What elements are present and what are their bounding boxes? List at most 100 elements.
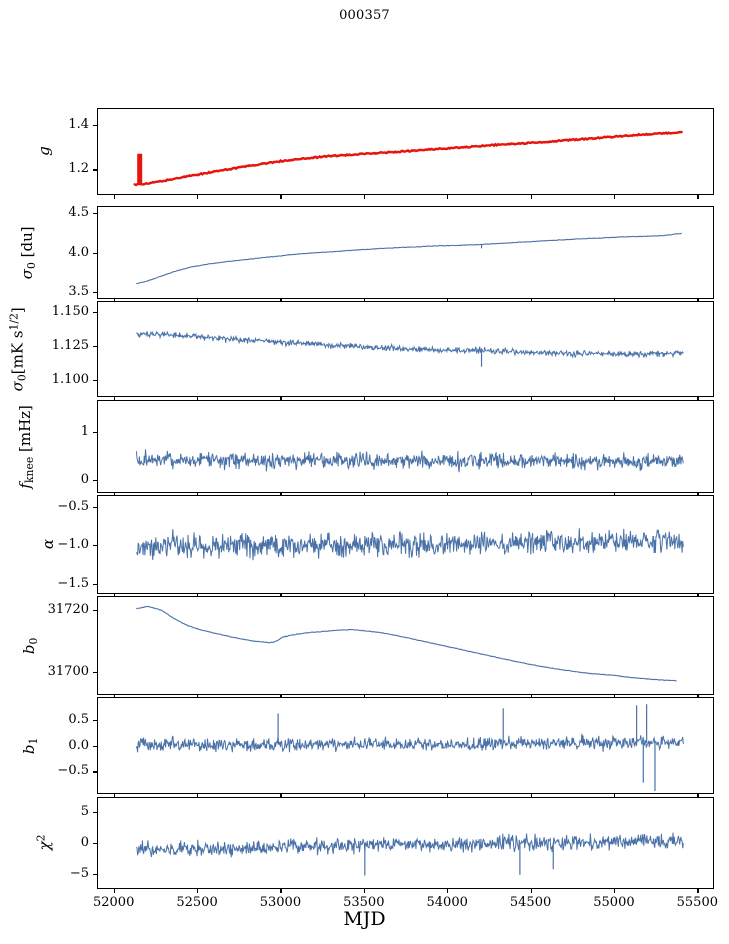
y-tick-mark bbox=[93, 609, 97, 611]
y-tick-mark bbox=[93, 169, 97, 171]
y-tick-mark bbox=[93, 719, 97, 721]
y-tick-mark bbox=[93, 506, 97, 508]
y-tick-mark bbox=[93, 311, 97, 313]
y-tick-mark bbox=[93, 252, 97, 254]
x-tick-label: 54500 bbox=[509, 895, 552, 910]
x-tick-mark bbox=[697, 195, 699, 199]
y-tick-label: −1.5 bbox=[57, 575, 89, 591]
x-axis-label: MJD bbox=[343, 908, 386, 930]
plot-panel-b-0 bbox=[97, 596, 714, 695]
x-tick-mark bbox=[613, 397, 616, 401]
x-tick-mark bbox=[280, 794, 282, 798]
x-tick-mark bbox=[530, 889, 532, 893]
series-b0 bbox=[136, 605, 677, 682]
x-tick-mark bbox=[447, 794, 449, 798]
x-tick-mark bbox=[613, 889, 616, 893]
x-tick-mark bbox=[363, 889, 365, 893]
y-axis-label: χ2 bbox=[34, 834, 54, 851]
y-axis-label: α bbox=[39, 538, 57, 549]
plot-panel-b-1 bbox=[97, 697, 714, 794]
x-tick-mark bbox=[113, 397, 115, 401]
y-tick-mark bbox=[93, 811, 97, 813]
x-tick-mark bbox=[280, 397, 282, 401]
x-tick-mark bbox=[113, 794, 115, 798]
x-tick-mark bbox=[197, 195, 199, 199]
y-axis-label: fknee [mHz] bbox=[16, 404, 36, 489]
x-tick-label: 53000 bbox=[259, 895, 302, 910]
x-tick-label: 54000 bbox=[426, 895, 468, 910]
x-tick-label: 52000 bbox=[92, 895, 135, 910]
x-tick-label: 53500 bbox=[343, 895, 385, 910]
x-tick-mark bbox=[447, 397, 449, 401]
y-tick-label: 1.150 bbox=[51, 303, 89, 319]
x-tick-mark bbox=[530, 397, 532, 401]
panel-plot-area bbox=[136, 605, 677, 682]
y-tick-mark bbox=[93, 432, 97, 434]
x-tick-mark bbox=[447, 195, 449, 199]
y-tick-label: 1.100 bbox=[51, 371, 89, 387]
y-tick-label: −5 bbox=[69, 866, 89, 882]
x-tick-mark bbox=[530, 195, 532, 199]
y-tick-label: 3.5 bbox=[68, 283, 89, 299]
y-tick-label: 4.0 bbox=[68, 244, 89, 260]
x-tick-mark bbox=[447, 889, 449, 893]
panel-plot-area bbox=[136, 232, 682, 285]
series-g-fit-line bbox=[134, 131, 682, 186]
series-sigma0-du bbox=[136, 232, 682, 285]
y-tick-mark bbox=[93, 345, 97, 347]
x-tick-mark bbox=[363, 397, 365, 401]
y-tick-label: 0.5 bbox=[68, 711, 89, 727]
series-g-data-points bbox=[133, 130, 683, 187]
y-tick-mark bbox=[93, 545, 97, 547]
y-tick-label: 4.5 bbox=[68, 205, 89, 221]
y-tick-mark bbox=[93, 672, 97, 674]
x-tick-mark bbox=[613, 195, 616, 199]
panel-plot-area bbox=[135, 528, 684, 561]
y-tick-mark bbox=[93, 480, 97, 482]
x-tick-mark bbox=[363, 195, 365, 199]
plot-panel-chi-2 bbox=[97, 797, 714, 889]
x-tick-mark bbox=[113, 889, 115, 893]
y-tick-label: 1.4 bbox=[68, 116, 89, 132]
plot-panel-g bbox=[97, 108, 714, 195]
y-tick-label: 31700 bbox=[47, 664, 89, 680]
x-tick-mark bbox=[197, 397, 199, 401]
x-tick-mark bbox=[363, 794, 365, 798]
x-tick-label: 55500 bbox=[676, 895, 718, 910]
y-tick-label: 31720 bbox=[47, 601, 89, 617]
y-tick-mark bbox=[93, 745, 97, 747]
x-tick-mark bbox=[613, 794, 616, 798]
panel-plot-area bbox=[135, 832, 684, 876]
y-tick-label: −1.0 bbox=[57, 537, 89, 553]
x-tick-mark bbox=[697, 889, 699, 893]
x-tick-label: 52500 bbox=[176, 895, 218, 910]
series-alpha bbox=[135, 528, 684, 561]
y-tick-label: −0.5 bbox=[57, 763, 89, 779]
x-tick-mark bbox=[280, 195, 282, 199]
x-tick-mark bbox=[697, 794, 699, 798]
y-tick-mark bbox=[93, 291, 97, 293]
y-tick-mark bbox=[93, 843, 97, 845]
x-tick-mark bbox=[113, 195, 115, 199]
plot-panel-f-knee-mhz- bbox=[97, 400, 714, 493]
y-tick-label: 0.0 bbox=[68, 737, 89, 753]
y-tick-mark bbox=[93, 379, 97, 381]
x-tick-mark bbox=[697, 397, 699, 401]
x-tick-mark bbox=[197, 794, 199, 798]
y-tick-mark bbox=[93, 124, 97, 126]
x-tick-mark bbox=[197, 889, 199, 893]
y-tick-label: 0 bbox=[80, 835, 89, 850]
x-tick-mark bbox=[530, 794, 532, 798]
panel-plot-area bbox=[133, 130, 683, 187]
panel-plot-area bbox=[135, 449, 684, 473]
plot-panel-sigma-0-du- bbox=[97, 206, 714, 299]
y-tick-label: 1 bbox=[80, 424, 89, 440]
y-tick-label: −0.5 bbox=[57, 498, 89, 514]
y-tick-label: 1.125 bbox=[51, 337, 89, 353]
y-tick-label: 1.2 bbox=[68, 161, 89, 177]
y-tick-label: 5 bbox=[80, 803, 89, 819]
y-tick-label: 0 bbox=[80, 472, 89, 488]
series-f-knee bbox=[135, 449, 684, 473]
series-b1 bbox=[135, 733, 684, 753]
